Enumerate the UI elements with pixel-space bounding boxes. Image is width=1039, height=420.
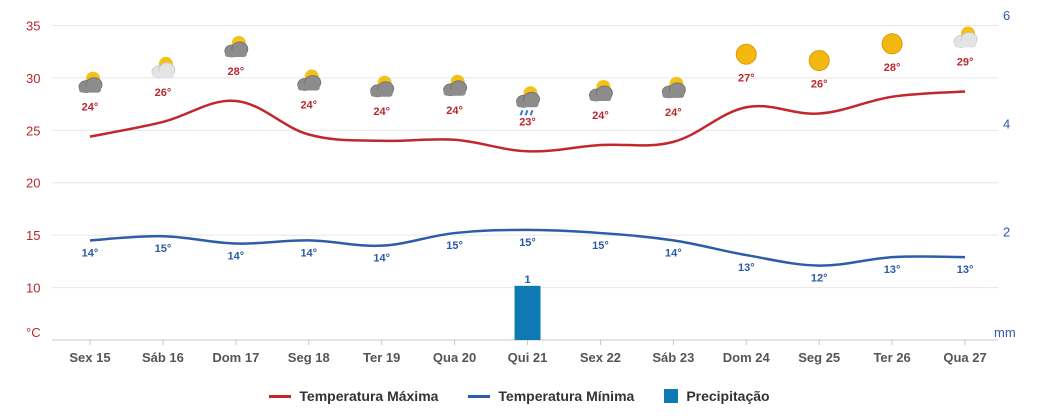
min-temp-label: 14° [228, 251, 245, 263]
legend-swatch-max [269, 394, 292, 398]
max-temp-label: 24° [592, 110, 609, 122]
partly-cloudy-icon [224, 35, 249, 58]
legend-label-max: Temperatura Máxima [299, 388, 439, 404]
min-temp-label: 14° [665, 247, 682, 259]
y-left-unit: °C [26, 325, 41, 340]
max-temp-label: 24° [373, 106, 390, 118]
min-temp-label: 13° [884, 264, 901, 276]
y-right-tick-label: 6 [1003, 8, 1010, 23]
y-left-tick-label: 35 [26, 18, 40, 33]
legend-item-precip[interactable]: Precipitação [664, 388, 770, 404]
partly-cloudy-icon [370, 75, 395, 98]
y-right-tick-label: 4 [1003, 116, 1010, 131]
y-left-tick-label: 20 [26, 176, 40, 191]
x-tick-label: Ter 26 [873, 350, 910, 365]
legend-label-min: Temperatura Mínima [498, 388, 635, 404]
x-tick-label: Sex 22 [580, 350, 621, 365]
partly-cloudy-icon [589, 80, 613, 102]
min-temp-label: 14° [300, 247, 317, 259]
min-temp-label: 15° [592, 240, 609, 252]
min-temp-label: 13° [957, 264, 974, 276]
x-tick-label: Sáb 16 [142, 350, 184, 365]
x-tick-label: Seg 18 [288, 350, 330, 365]
y-left-tick-label: 25 [26, 123, 40, 138]
x-tick-label: Sex 15 [69, 350, 110, 365]
max-temp-label: 23° [519, 116, 536, 128]
partly-cloudy-icon [443, 74, 468, 97]
sun-icon [735, 43, 757, 65]
max-temp-label: 29° [957, 57, 974, 69]
max-temp-label: 24° [300, 100, 317, 112]
x-tick-label: Qui 21 [508, 350, 548, 365]
y-left-tick-label: 10 [26, 281, 40, 296]
min-temp-label: 12° [811, 273, 828, 285]
sun-icon [808, 50, 830, 72]
max-temp-label: 26° [155, 87, 172, 99]
x-tick-label: Dom 17 [212, 350, 259, 365]
y-left-tick-label: 15 [26, 228, 40, 243]
precip-data-label: 1 [524, 274, 530, 286]
legend-swatch-min [468, 394, 491, 398]
max-temp-label: 24° [446, 105, 463, 117]
min-temp-label: 14° [82, 247, 99, 259]
min-temp-line [89, 228, 966, 267]
legend-item-max[interactable]: Temperatura Máxima [269, 388, 438, 404]
max-temp-label: 27° [738, 72, 755, 84]
min-temp-label: 15° [519, 237, 536, 249]
x-tick-label: Qua 20 [433, 350, 476, 365]
y-right-tick-label: 2 [1003, 225, 1010, 240]
sun-cloud-icon [953, 26, 978, 48]
max-temp-label: 28° [884, 62, 901, 74]
sun-icon [881, 33, 903, 55]
max-temp-line [89, 90, 966, 153]
y-left-tick-label: 30 [26, 71, 40, 86]
min-temp-label: 15° [155, 243, 172, 255]
min-temp-label: 15° [446, 240, 463, 252]
partly-cloudy-icon [297, 69, 322, 91]
min-temp-label: 14° [373, 253, 390, 265]
sun-cloud-icon [151, 56, 176, 79]
x-tick-label: Qua 27 [943, 350, 986, 365]
max-temp-label: 26° [811, 79, 828, 91]
y-right-unit: mm [994, 325, 1016, 340]
rain-cloud-icon [516, 86, 540, 116]
x-tick-label: Dom 24 [723, 350, 771, 365]
max-temp-label: 24° [82, 102, 99, 114]
x-tick-label: Sáb 23 [652, 350, 694, 365]
legend-label-precip: Precipitação [686, 388, 770, 404]
x-tick-label: Ter 19 [363, 350, 400, 365]
legend: Temperatura Máxima Temperatura Mínima Pr… [0, 388, 1039, 404]
x-tick-label: Seg 25 [798, 350, 840, 365]
max-temp-label: 24° [665, 107, 682, 119]
precip-bar [514, 285, 541, 340]
max-temp-label: 28° [228, 66, 245, 78]
legend-swatch-precip [664, 389, 679, 403]
partly-cloudy-icon [661, 76, 686, 99]
partly-cloudy-icon [78, 71, 103, 94]
legend-item-min[interactable]: Temperatura Mínima [468, 388, 634, 404]
min-temp-label: 13° [738, 262, 755, 274]
